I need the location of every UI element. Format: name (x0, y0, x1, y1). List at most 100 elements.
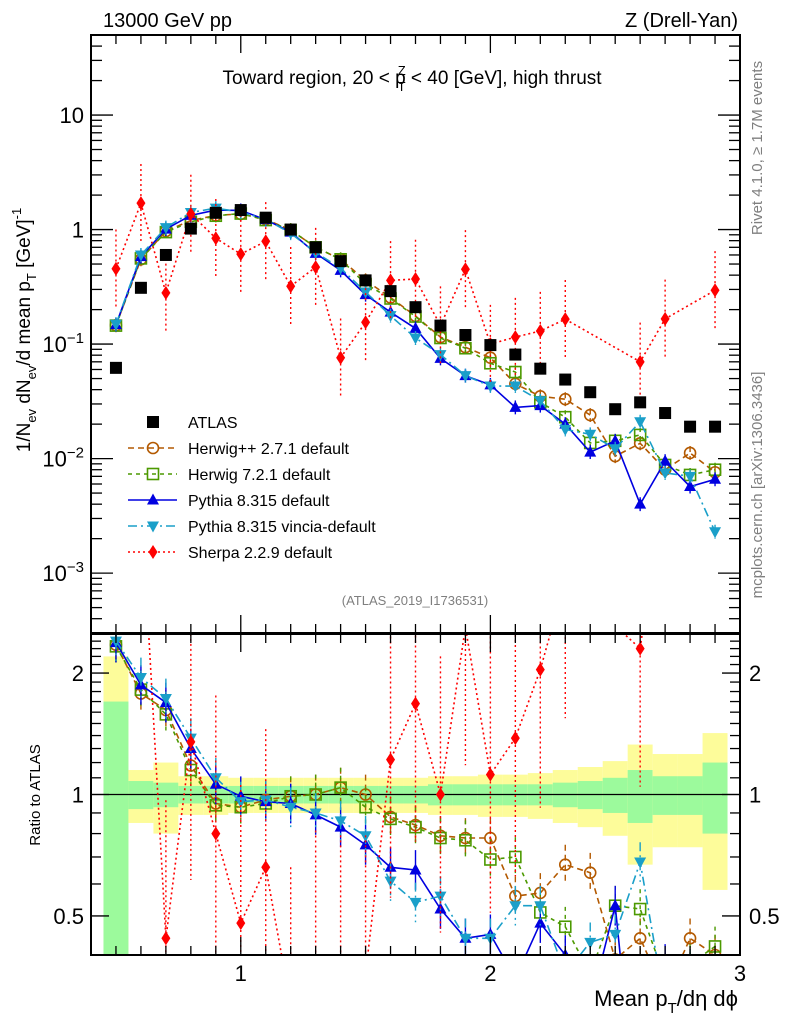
y-tick-label: 10−1 (42, 330, 84, 357)
ratio-point (559, 969, 571, 980)
ratio-point (660, 973, 671, 984)
ratio-point (585, 968, 596, 979)
data-point (311, 260, 321, 275)
legend-item: Pythia 8.315 default (128, 493, 330, 510)
ratio-point (609, 929, 622, 941)
legend-item: Pythia 8.315 vincia-default (128, 519, 376, 536)
ratio-point (509, 972, 521, 983)
data-point (709, 472, 722, 484)
ratio-point (334, 816, 347, 828)
data-point (559, 424, 572, 436)
data-point (684, 420, 697, 433)
legend-label: ATLAS (188, 415, 238, 432)
data-point (460, 262, 470, 277)
ratio-point (485, 767, 495, 782)
ratio-point (435, 787, 445, 802)
process-label: Z (Drell-Yan) (625, 10, 738, 32)
data-point (684, 471, 697, 483)
ratio-point (186, 734, 196, 749)
data-point (709, 527, 722, 539)
data-point (159, 223, 172, 235)
series-line (115, 200, 716, 363)
data-point (134, 250, 147, 262)
x-axis-label: Mean pT/dη dϕ (594, 986, 738, 1017)
ratio-point (561, 573, 570, 587)
data-point (459, 371, 472, 383)
ratio-y-tick-label-right: 0.5 (749, 904, 780, 929)
data-point (560, 312, 570, 327)
data-point (409, 321, 422, 333)
ratio-point (111, 437, 120, 451)
data-point (659, 407, 672, 420)
y-tick-label: 10 (60, 103, 84, 128)
y-tick-label: 10−3 (42, 559, 84, 586)
ratio-y-tick-label-right: 2 (749, 661, 761, 686)
data-point (509, 348, 522, 361)
legend-label: Pythia 8.315 default (188, 493, 330, 510)
data-point (409, 333, 422, 345)
ratio-point (209, 773, 222, 785)
data-point (434, 319, 447, 332)
plot-title: Toward region, 20 < pZ T < 40 [GeV], high… (222, 63, 602, 94)
ratio-point (161, 931, 171, 946)
data-point (535, 324, 545, 339)
legend-marker (147, 493, 159, 505)
data-point (509, 400, 522, 412)
ratio-point (459, 933, 472, 945)
ratio-point (409, 863, 422, 875)
data-point (384, 285, 397, 298)
ratio-point (284, 802, 297, 814)
data-point (509, 365, 522, 379)
series-atlas (109, 204, 722, 433)
data-point (134, 281, 147, 294)
data-point (359, 287, 372, 299)
ratio-y-tick-label: 0.5 (53, 904, 84, 929)
data-point (609, 434, 622, 446)
data-point (583, 408, 597, 422)
data-point (111, 261, 121, 276)
data-point (184, 222, 197, 235)
mcplots-label: mcplots.cern.ch [arXiv:1306.3436] (749, 372, 766, 599)
data-point (136, 196, 146, 211)
data-point (434, 350, 447, 362)
ratio-point (558, 858, 572, 871)
ratio-point (583, 866, 597, 879)
legend-marker (147, 416, 159, 428)
data-point (509, 381, 522, 393)
ratio-axis-label: Ratio to ATLAS (27, 744, 44, 845)
data-point (459, 329, 472, 342)
ratio-point (635, 641, 645, 656)
ratio-point (261, 860, 271, 875)
data-point (660, 311, 670, 326)
data-point (534, 362, 547, 375)
ratio-point (234, 797, 247, 809)
x-tick-label: 1 (235, 961, 247, 986)
ratio-point (711, 313, 720, 327)
x-tick-label: 2 (484, 961, 496, 986)
data-point (709, 420, 722, 433)
ratio-point (459, 833, 472, 847)
data-point (236, 247, 246, 262)
legend-marker (147, 521, 159, 533)
legend: ATLAS Herwig++ 2.7.1 default Herwig 7.2.1 … (128, 415, 376, 562)
data-point (634, 396, 647, 409)
data-point (409, 301, 422, 314)
ratio-point (359, 800, 372, 814)
data-point (510, 330, 520, 345)
inner-band (602, 777, 628, 813)
legend-label: Herwig++ 2.7.1 default (188, 441, 350, 458)
ratio-point (633, 902, 647, 916)
inner-band (627, 770, 653, 823)
data-point (309, 241, 322, 254)
beam-label: 13000 GeV pp (103, 10, 232, 32)
data-point (334, 255, 347, 268)
inner-band (103, 701, 129, 955)
ratio-line (147, 634, 643, 955)
ratio-point (534, 916, 547, 928)
ratio-point (709, 972, 721, 983)
ratio-y-tick-label-right: 1 (749, 783, 761, 808)
legend-label: Herwig 7.2.1 default (188, 467, 331, 484)
ratio-point (134, 673, 147, 685)
ratio-point (309, 808, 322, 820)
ratio-sherpa-2-2-9-default (111, 313, 720, 955)
